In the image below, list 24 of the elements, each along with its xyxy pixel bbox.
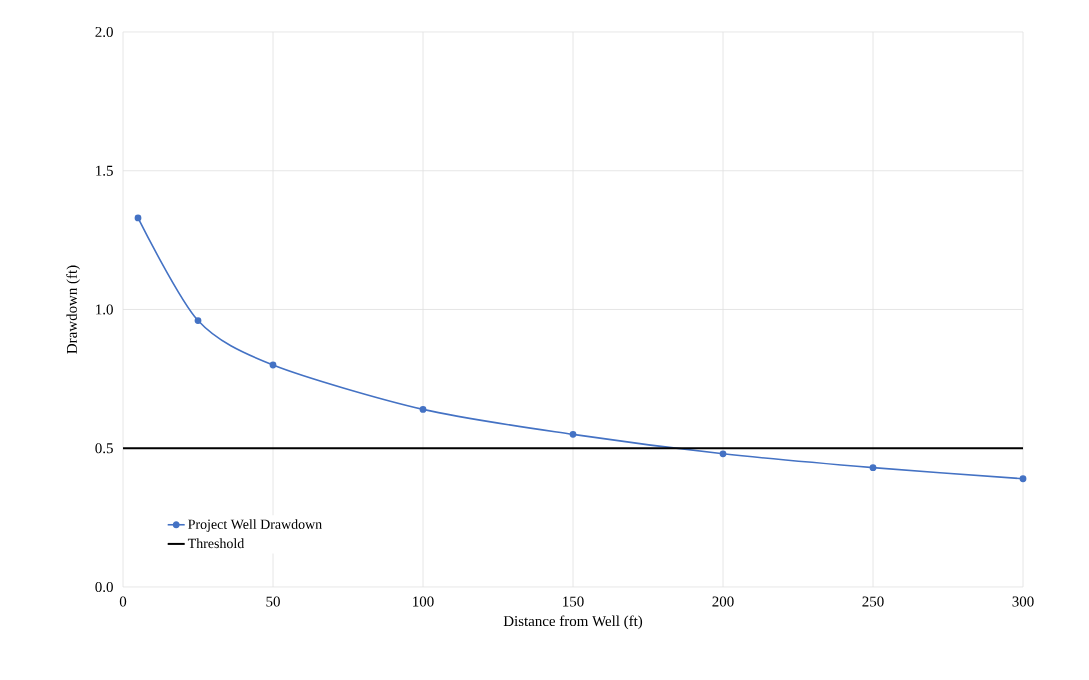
y-tick-label: 0.5 — [95, 443, 113, 454]
point — [569, 430, 577, 438]
point — [419, 405, 427, 413]
point — [194, 317, 202, 324]
x-tick-label: 250 — [862, 596, 884, 607]
x-tick-label: 150 — [563, 596, 584, 607]
legend-label: Threshold — [187, 538, 245, 549]
point — [134, 214, 142, 222]
y-tick-label: 1.0 — [96, 304, 113, 315]
x-tick-label: 200 — [712, 596, 734, 607]
y-tick-label: 1.5 — [96, 165, 113, 176]
y-axis-title: Drawdown (ft) — [66, 265, 80, 354]
x-tick-label: 50 — [266, 596, 280, 607]
x-tick-label: 100 — [413, 596, 434, 607]
point — [869, 464, 877, 472]
x-axis-title: Distance from Well (ft) — [503, 615, 643, 630]
legend-label: Project Well Drawdown — [188, 519, 322, 532]
y-tick-label: 2.0 — [95, 26, 113, 38]
x-tick-label: 300 — [1012, 596, 1034, 607]
point — [1019, 475, 1027, 483]
y-tick-label: 0.0 — [95, 581, 113, 593]
point — [269, 361, 277, 369]
x-tick-label: 0 — [119, 596, 127, 607]
point — [719, 450, 727, 458]
